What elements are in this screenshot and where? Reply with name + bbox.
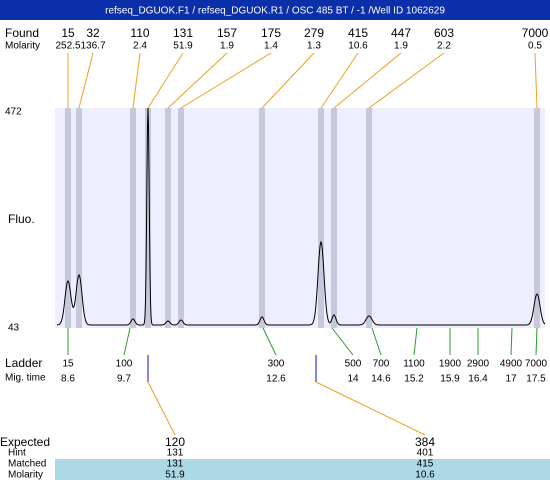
ladder-size: 4900 (500, 359, 523, 370)
title: refseq_DGUOK.F1 / refseq_DGUOK.R1 / OSC … (105, 6, 445, 17)
found-size: 279 (304, 26, 324, 40)
ladder-time: 14.6 (371, 374, 391, 385)
row-label: Expected (0, 435, 50, 449)
found-label: Found (5, 26, 39, 40)
title-bar (0, 0, 550, 20)
row-label: Matched (8, 459, 46, 470)
found-connector (368, 52, 445, 109)
ladder-time: 9.7 (117, 374, 131, 385)
peak-band (145, 108, 151, 328)
ladder-size: 300 (268, 359, 285, 370)
found-molarity: 1.3 (307, 41, 321, 52)
found-molarity: 1.4 (264, 41, 278, 52)
ladder-size: 15 (62, 359, 74, 370)
found-connector (333, 52, 402, 109)
found-connector (534, 52, 538, 109)
found-connector (147, 52, 184, 109)
ladder-time: 12.6 (266, 374, 286, 385)
peak-band (130, 108, 136, 328)
ladder-size: 1900 (439, 359, 462, 370)
found-molarity: 2.2 (437, 41, 451, 52)
found-size: 415 (348, 26, 368, 40)
ladder-time: 17 (505, 374, 517, 385)
ladder-connector (262, 327, 277, 356)
found-size: 7000 (522, 26, 549, 40)
peak-band (534, 108, 540, 328)
found-connector (320, 52, 359, 109)
peak-band (76, 108, 82, 328)
table-cell: 415 (417, 459, 434, 470)
found-connector (132, 52, 141, 109)
found-connector (261, 52, 315, 109)
found-size: 32 (86, 26, 100, 40)
ladder-connector (371, 327, 382, 356)
peak-band (318, 108, 324, 328)
found-size: 15 (61, 26, 75, 40)
ladder-connector (413, 327, 418, 356)
found-size: 603 (434, 26, 454, 40)
found-connector (167, 52, 228, 109)
y-bottom-label: 43 (8, 323, 20, 334)
ladder-connector (123, 327, 131, 356)
found-molarity: 51.9 (173, 41, 193, 52)
ladder-time: 14 (347, 374, 359, 385)
peak-band (259, 108, 265, 328)
ladder-time: 16.4 (468, 374, 488, 385)
table-cell: 131 (167, 448, 184, 459)
found-size: 175 (261, 26, 281, 40)
expected-connector (315, 381, 426, 436)
found-connector (180, 52, 272, 109)
molarity-label: Molarity (5, 41, 40, 52)
peak-band (65, 108, 71, 328)
peak-band (178, 108, 184, 328)
ladder-time: 15.9 (440, 374, 460, 385)
found-size: 110 (130, 26, 149, 40)
peak-band (165, 108, 171, 328)
found-size: 131 (173, 26, 193, 40)
ladder-connector (535, 327, 538, 356)
table-cell: 120 (165, 435, 185, 449)
found-molarity: 1.9 (220, 41, 234, 52)
table-cell: 131 (167, 459, 184, 470)
ladder-connector (331, 327, 354, 356)
ladder-connector (510, 327, 513, 356)
ladder-size: 700 (373, 359, 390, 370)
found-molarity: 136.7 (80, 41, 105, 52)
peak-band (331, 108, 337, 328)
ladder-label: Ladder (5, 356, 42, 370)
ladder-size: 1100 (403, 359, 425, 370)
expected-connector (147, 381, 176, 436)
table-cell: 384 (415, 435, 435, 449)
table-cell: 401 (417, 448, 434, 459)
trace (57, 107, 546, 326)
y-top-label: 472 (5, 107, 22, 118)
mig-time-label: Mig. time (5, 373, 46, 384)
found-size: 447 (391, 26, 411, 40)
found-molarity: 0.5 (528, 41, 542, 52)
table-cell: 51.9 (165, 470, 185, 480)
found-molarity: 2.4 (133, 41, 147, 52)
ladder-time: 15.2 (404, 374, 424, 385)
row-label: Molarity (8, 470, 43, 480)
row-label: Hint (8, 448, 26, 459)
found-molarity: 10.6 (348, 41, 368, 52)
ladder-time: 8.6 (61, 374, 75, 385)
peak-band (366, 108, 372, 328)
ladder-size: 2900 (467, 359, 490, 370)
highlight-rows (55, 459, 550, 480)
found-size: 157 (217, 26, 237, 40)
ladder-time: 17.5 (526, 374, 546, 385)
ladder-size: 7000 (525, 359, 548, 370)
y-axis-label: Fluo. (8, 212, 35, 226)
found-molarity: 252.5 (55, 41, 80, 52)
found-connector (78, 52, 94, 109)
ladder-size: 100 (116, 359, 133, 370)
found-molarity: 1.9 (394, 41, 408, 52)
plot-area (55, 108, 545, 328)
table-cell: 10.6 (415, 470, 435, 480)
ladder-size: 500 (345, 359, 362, 370)
